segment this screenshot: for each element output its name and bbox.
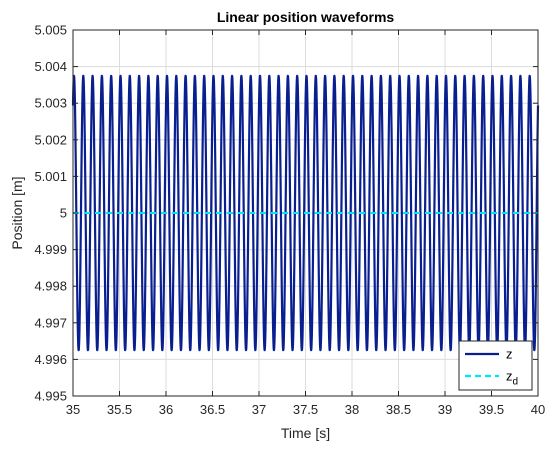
legend-label-0: z (506, 347, 513, 362)
x-tick-label-4: 37 (252, 402, 266, 417)
y-tick-label-5: 5 (60, 206, 67, 221)
y-tick-label-8: 5.003 (34, 96, 67, 111)
x-tick-label-2: 36 (159, 402, 173, 417)
y-tick-label-4: 4.999 (34, 242, 67, 257)
chart-title: Linear position waveforms (217, 9, 395, 25)
y-tick-label-10: 5.005 (34, 23, 67, 38)
y-tick-label-0: 4.995 (34, 389, 67, 404)
x-tick-label-8: 39 (438, 402, 452, 417)
y-tick-label-2: 4.997 (34, 315, 67, 330)
y-tick-label-9: 5.004 (34, 59, 67, 74)
x-tick-label-10: 40 (531, 402, 545, 417)
legend: z zd (458, 340, 533, 391)
x-tick-label-6: 38 (345, 402, 359, 417)
x-tick-label-9: 39.5 (479, 402, 504, 417)
ticks: 35 35.5 36 36.5 37 37.5 38 38.5 39 39.5 40 4.995 4.9… (34, 23, 545, 418)
y-tick-label-6: 5.001 (34, 169, 67, 184)
y-tick-label-7: 5.002 (34, 132, 67, 147)
legend-label-1: zd (506, 369, 518, 388)
y-tick-label-3: 4.998 (34, 279, 67, 294)
legend-box (458, 340, 533, 391)
y-axis-label: Position [m] (9, 176, 25, 249)
x-tick-label-0: 35 (66, 402, 80, 417)
x-tick-label-7: 38.5 (386, 402, 411, 417)
y-tick-label-1: 4.996 (34, 352, 67, 367)
x-axis-label: Time [s] (281, 425, 330, 441)
x-tick-label-1: 35.5 (107, 402, 132, 417)
x-tick-label-3: 36.5 (200, 402, 225, 417)
x-tick-label-5: 37.5 (293, 402, 318, 417)
